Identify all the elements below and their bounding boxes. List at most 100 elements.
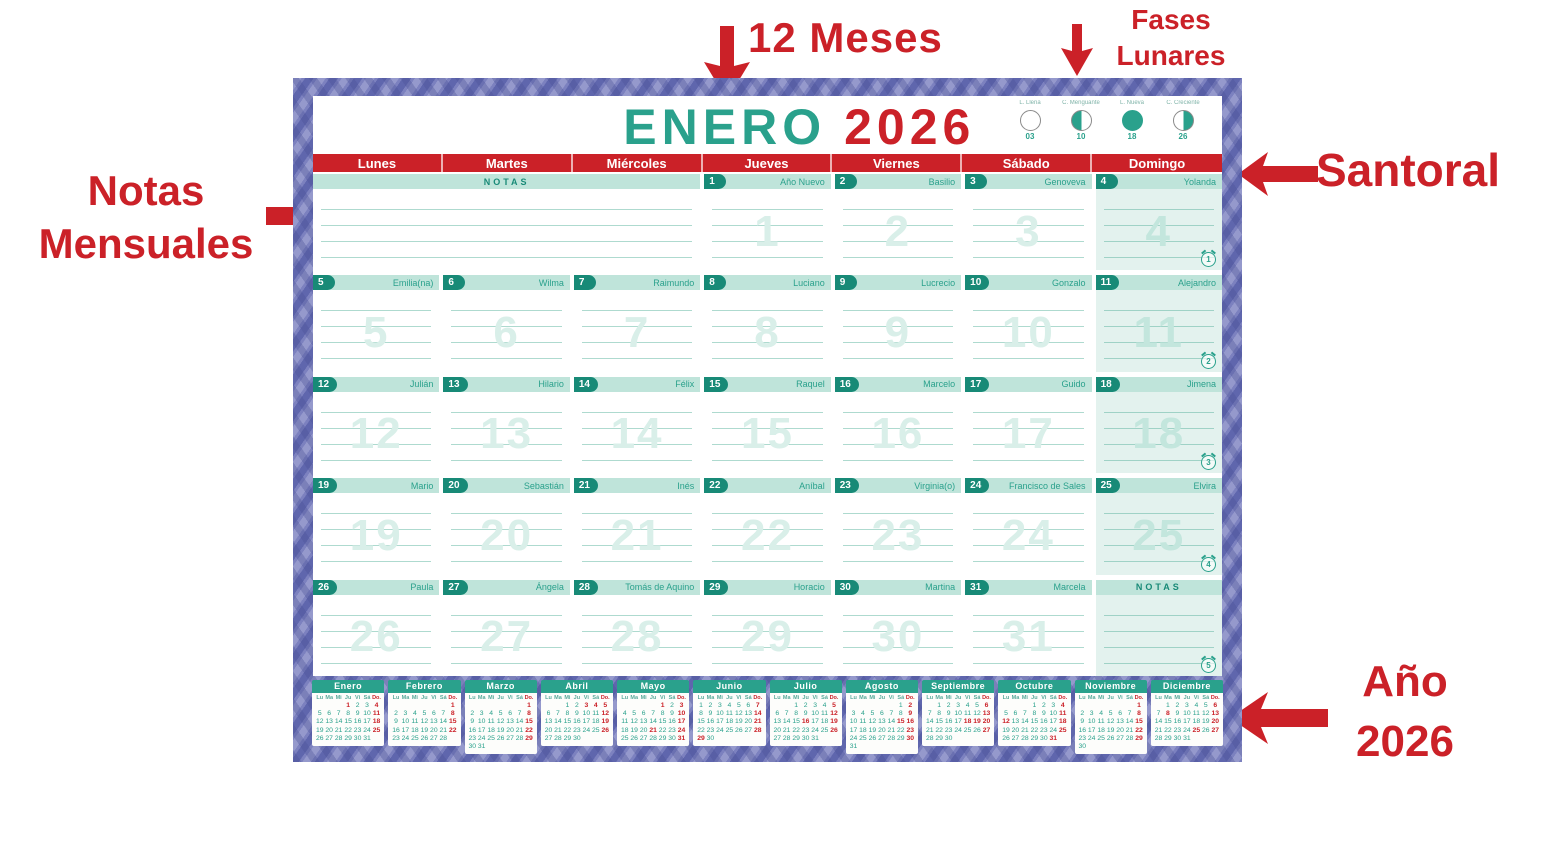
mini-day: 24 [954, 726, 962, 734]
mini-day: 20 [639, 726, 648, 734]
mini-day-blank [477, 702, 486, 710]
saint-name: Julián [409, 379, 434, 390]
annotation-fases-line1: Fases [1131, 4, 1211, 35]
mini-weekday-initial: Sá [821, 695, 828, 701]
mini-day: 18 [820, 718, 829, 726]
mini-day: 21 [1154, 726, 1163, 734]
mini-day-blank [1001, 702, 1010, 710]
mini-day-blank [334, 702, 343, 710]
mini-weekday-initial: Mi [869, 695, 876, 701]
mini-day-blank [315, 702, 324, 710]
arrow-left-santoral-icon [1238, 152, 1318, 196]
mini-day: 10 [401, 718, 410, 726]
mini-day: 26 [630, 734, 638, 742]
day-cell-11: 11 Alejandro 11 2 [1095, 275, 1222, 372]
page-title: ENERO 2026 [623, 98, 975, 156]
mini-day: 4 [413, 710, 417, 718]
day-cell-body: 13 [443, 392, 569, 473]
mini-month-body: Lu Ma Mi Ju Vi Sá Do. 1 2 3 4 5 6 7 8 9 10 11 12 13 14 15 16 17… [388, 693, 461, 747]
mini-day: 25 [963, 726, 972, 734]
mini-weekday-initial: Ju [649, 695, 657, 701]
mini-day: 26 [1106, 734, 1115, 742]
mini-day: 12 [1002, 718, 1010, 726]
day-cell-body: 31 [965, 595, 1091, 676]
mini-month-name: Mayo [617, 680, 690, 693]
moon-phase-new-moon: L. Nueva 18 [1111, 100, 1153, 141]
day-number: 12 [313, 376, 338, 392]
mini-day: 26 [973, 726, 981, 734]
day-cell-19: 19 Mario 19 [313, 478, 440, 575]
mini-day: 24 [1087, 734, 1096, 742]
mini-weekday-initial: Ju [954, 695, 962, 701]
mini-weekday-initial: Ma [401, 695, 410, 701]
mini-day: 14 [554, 718, 562, 726]
mini-day: 28 [554, 734, 562, 742]
mini-day: 31 [849, 743, 858, 751]
mini-weekday-initial: Ma [554, 695, 562, 701]
saint-name: Guido [1061, 379, 1086, 390]
saint-name: Lucrecio [921, 277, 956, 288]
mini-month-body: Lu Ma Mi Ju Vi Sá Do. 1 2 3 4 5 6 7 8 9 10 11 12 13 14 15 16 17… [1074, 693, 1147, 755]
mini-day: 31 [1049, 734, 1058, 742]
mini-day: 19 [868, 726, 877, 734]
mini-day: 22 [792, 726, 800, 734]
mini-day: 6 [1213, 702, 1218, 709]
day-cell-body: 18 3 [1095, 391, 1222, 474]
mini-day: 9 [670, 710, 674, 718]
mini-day: 13 [1211, 710, 1220, 718]
mini-weekday-initial: Ju [497, 695, 504, 701]
moon-phase-day: 26 [1178, 132, 1188, 141]
saint-name: Marcelo [923, 379, 956, 390]
mini-day: 23 [392, 734, 400, 742]
mini-day: 29 [792, 734, 800, 742]
mini-day-blank [858, 702, 867, 710]
mini-month-body: Lu Ma Mi Ju Vi Sá Do. 1 2 3 4 5 6 7 8 9 10 11 12 13 14 15 16 17… [1150, 693, 1223, 747]
mini-weekday-initial: Do. [1210, 695, 1220, 701]
mini-month-grid: Lu Ma Mi Ju Vi Sá Do. 1 2 3 4 5 6 7 8 9 10 11 12 13 14 15 16 17… [925, 694, 991, 743]
day-number: 8 [704, 275, 727, 291]
calendar-sheet: ENERO 2026 L. Llena 03 C. Menguante 10 L. Nue… [313, 96, 1222, 676]
day-cell-header: 2 Basilio [834, 174, 962, 189]
mini-weekday-initial: Mi [640, 695, 647, 701]
day-cell-body: 15 [704, 392, 830, 473]
mini-weekday-initial: Do. [600, 695, 610, 701]
mini-day: 30 [1078, 743, 1086, 751]
mini-day: 3 [1184, 702, 1189, 709]
mini-day: 3 [365, 702, 369, 709]
mini-month-grid: Lu Ma Mi Ju Vi Sá Do. 1 2 3 4 5 6 7 8 9 10 11 12 13 14 15 16 17… [849, 694, 915, 751]
mini-day-blank [429, 702, 438, 710]
mini-day-blank [773, 702, 782, 710]
day-number: 17 [965, 376, 990, 392]
title-bar: ENERO 2026 L. Llena 03 C. Menguante 10 L. Nue… [313, 96, 1222, 156]
mini-day: 22 [658, 726, 667, 734]
mini-day: 6 [746, 702, 751, 709]
mini-month-name: Octubre [998, 680, 1071, 693]
ruled-lines [451, 295, 562, 365]
mini-day: 17 [1183, 718, 1191, 726]
moon-phase-first-quarter: C. Creciente 26 [1162, 100, 1204, 141]
mini-day: 2 [803, 702, 808, 709]
mini-day: 5 [1108, 710, 1113, 718]
mini-day: 5 [870, 710, 875, 718]
mini-day: 22 [1164, 726, 1172, 734]
mini-day: 20 [544, 726, 553, 734]
mini-day: 16 [906, 718, 915, 726]
mini-calendar-mayo: Mayo Lu Ma Mi Ju Vi Sá Do. 1 2 3 4 5 6 7 8 9 10 11 12 13 14 15… [617, 680, 690, 747]
mini-day: 14 [782, 718, 791, 726]
day-cell-1: 1 Año Nuevo 1 [704, 174, 831, 271]
day-number: 23 [834, 478, 859, 494]
saint-name: Alejandro [1177, 277, 1216, 288]
weekday-header: Sábado [962, 154, 1093, 172]
ruled-lines [712, 396, 823, 467]
mini-day-blank [496, 702, 505, 710]
mini-day: 14 [887, 718, 896, 726]
mini-day-blank [515, 702, 524, 710]
mini-day-blank [887, 702, 896, 710]
mini-weekday-initial: Mi [1098, 695, 1105, 701]
mini-weekday-initial: Ma [630, 695, 638, 701]
day-cell-body [313, 189, 700, 270]
mini-month-body: Lu Ma Mi Ju Vi Sá Do. 1 2 3 4 5 6 7 8 9 10 11 12 13 14 15 16 17… [693, 693, 766, 747]
ruled-lines [321, 396, 432, 467]
notes-cell: NOTAS 5 [1095, 579, 1222, 676]
mini-day: 2 [908, 702, 913, 709]
